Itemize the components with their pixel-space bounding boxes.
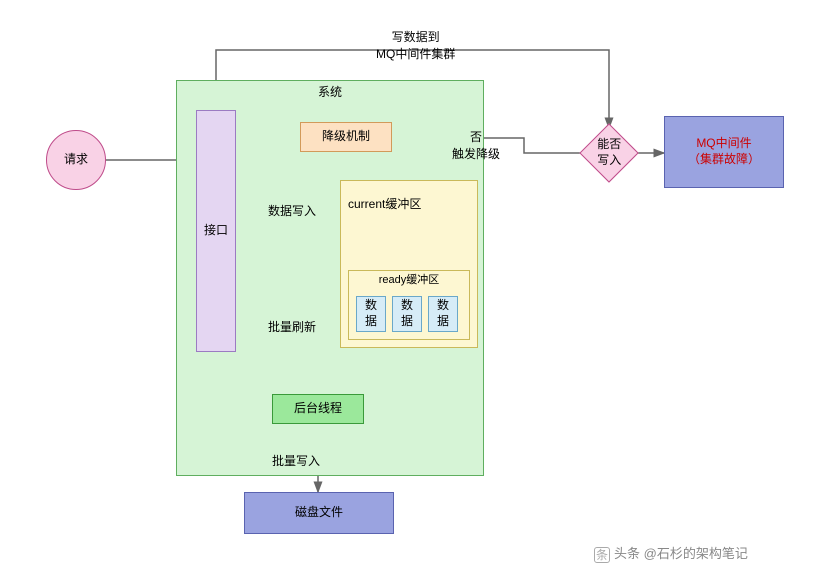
system-text: 系统 [318,85,342,101]
canWrite-node: 能否 写入 [579,123,638,182]
request-text: 请求 [64,152,88,168]
watermark-text: @石杉的架构笔记 [644,546,748,561]
request-node: 请求 [46,130,106,190]
diskFile-text: 磁盘文件 [295,505,343,521]
degrade-text: 降级机制 [322,129,370,145]
watermark-prefix: 头条 [614,546,640,561]
d3-text: 数 据 [437,298,449,329]
curBuf-label: current缓冲区 [348,195,421,212]
bgThread-node: 后台线程 [272,394,364,424]
watermark-icon: 条 [594,547,610,563]
watermark: 条头条 @石杉的架构笔记 [594,543,748,563]
interface-text: 接口 [204,223,228,239]
edge-label-interface-canWrite: 写数据到 MQ中间件集群 [376,28,455,62]
edge-label-bufferBox-bgThread: 批量刷新 [268,318,316,335]
edge-label-canWrite-degrade: 否 触发降级 [452,128,500,162]
mq-text: MQ中间件 （集群故障） [688,136,760,167]
edge-label-bgThread-diskFile: 批量写入 [272,452,320,469]
diskFile-node: 磁盘文件 [244,492,394,534]
mq-node: MQ中间件 （集群故障） [664,116,784,188]
d1-text: 数 据 [365,298,377,329]
d3-node: 数 据 [428,296,458,332]
d2-text: 数 据 [401,298,413,329]
readyBox-text: ready缓冲区 [379,273,440,287]
d2-node: 数 据 [392,296,422,332]
bgThread-text: 后台线程 [294,401,342,417]
interface-node: 接口 [196,110,236,352]
canWrite-text: 能否 写入 [597,137,621,168]
d1-node: 数 据 [356,296,386,332]
degrade-node: 降级机制 [300,122,392,152]
edge-label-degrade-bufferBox: 数据写入 [268,202,316,219]
